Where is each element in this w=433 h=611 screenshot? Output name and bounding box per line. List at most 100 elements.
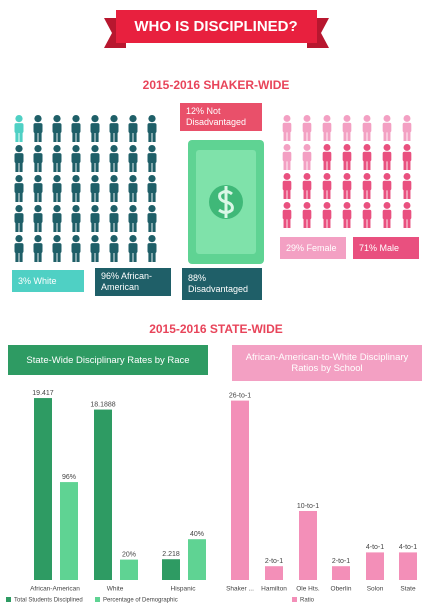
legend-label: Ratio	[300, 598, 315, 604]
label-box: 96% African-American	[95, 268, 171, 296]
person-icon	[382, 202, 392, 228]
bar	[366, 552, 384, 580]
person-icon	[147, 115, 157, 142]
chart-title: African-American-to-White Disciplinary R…	[232, 345, 422, 381]
bar	[399, 552, 417, 580]
x-tick-label: Shaker ...	[226, 586, 254, 593]
value-label: 2.218	[162, 551, 180, 558]
person-icon	[362, 115, 372, 141]
bar	[94, 409, 112, 580]
person-icon	[14, 145, 24, 172]
person-icon	[109, 175, 119, 202]
person-icon	[282, 115, 292, 141]
x-tick-label: African-American	[30, 586, 80, 593]
person-icon	[14, 175, 24, 202]
value-label: 26-to-1	[229, 392, 251, 399]
chart-title: State-Wide Disciplinary Rates by Race	[8, 345, 208, 375]
person-icon	[109, 115, 119, 142]
bar	[299, 511, 317, 580]
person-icon	[382, 144, 392, 170]
person-icon	[109, 235, 119, 262]
person-icon	[147, 145, 157, 172]
person-icon	[52, 235, 62, 262]
value-label: 18.1888	[90, 401, 115, 408]
person-icon	[128, 175, 138, 202]
label-box: 88% Disadvantaged	[182, 268, 262, 300]
value-label: 4-to-1	[366, 544, 384, 551]
person-icon	[33, 145, 43, 172]
person-icon	[302, 115, 312, 141]
person-icon	[128, 235, 138, 262]
bar	[231, 400, 249, 580]
value-label: 19.417	[32, 390, 54, 397]
person-icon	[322, 115, 332, 141]
page-title: WHO IS DISCIPLINED?	[134, 18, 297, 35]
person-icon	[302, 202, 312, 228]
person-icon	[52, 145, 62, 172]
value-label: 4-to-1	[399, 544, 417, 551]
person-icon	[342, 202, 352, 228]
label-box: 3% White	[12, 270, 84, 292]
bar	[60, 482, 78, 580]
x-tick-label: White	[107, 586, 124, 593]
person-icon	[342, 115, 352, 141]
person-icon	[90, 205, 100, 232]
person-icon	[282, 173, 292, 199]
person-icon	[382, 115, 392, 141]
person-icon	[71, 175, 81, 202]
x-tick-label: Hispanic	[171, 586, 197, 593]
label-box: 12% Not Disadvantaged	[180, 103, 262, 131]
person-icon	[52, 115, 62, 142]
money-icon	[188, 140, 264, 264]
person-icon	[362, 144, 372, 170]
person-icon	[322, 202, 332, 228]
person-icon	[90, 235, 100, 262]
person-icon	[52, 175, 62, 202]
person-icon	[14, 205, 24, 232]
person-icon	[109, 205, 119, 232]
person-icon	[128, 115, 138, 142]
value-label: 96%	[62, 474, 76, 481]
value-label: 40%	[190, 531, 204, 538]
person-icon	[33, 115, 43, 142]
x-tick-label: Hamilton	[261, 586, 287, 593]
legend-swatch	[6, 597, 11, 602]
bar	[162, 559, 180, 580]
person-icon	[342, 144, 352, 170]
person-icon	[33, 175, 43, 202]
person-icon	[402, 202, 412, 228]
section-header: 2015-2016 STATE-WIDE	[149, 322, 283, 336]
person-icon	[14, 115, 24, 142]
person-icon	[128, 145, 138, 172]
x-tick-label: State	[400, 586, 416, 593]
person-icon	[402, 115, 412, 141]
person-icon	[362, 202, 372, 228]
person-icon	[90, 115, 100, 142]
person-icon	[33, 205, 43, 232]
legend-swatch	[292, 597, 297, 602]
bar	[188, 539, 206, 580]
x-tick-label: Solon	[367, 586, 384, 593]
person-icon	[109, 145, 119, 172]
person-icon	[71, 205, 81, 232]
value-label: 10-to-1	[297, 503, 319, 510]
person-icon	[128, 205, 138, 232]
value-label: 2-to-1	[265, 558, 283, 565]
bar	[34, 398, 52, 580]
person-icon	[147, 235, 157, 262]
person-icon	[71, 235, 81, 262]
legend-swatch	[95, 597, 100, 602]
person-icon	[147, 175, 157, 202]
person-icon	[90, 175, 100, 202]
bar	[332, 566, 350, 580]
x-tick-label: Ole Hts.	[296, 586, 320, 593]
person-icon	[322, 173, 332, 199]
person-icon	[71, 145, 81, 172]
label-box: 29% Female	[280, 237, 346, 259]
person-icon	[342, 173, 352, 199]
person-icon	[402, 173, 412, 199]
person-icon	[90, 145, 100, 172]
person-icon	[282, 144, 292, 170]
